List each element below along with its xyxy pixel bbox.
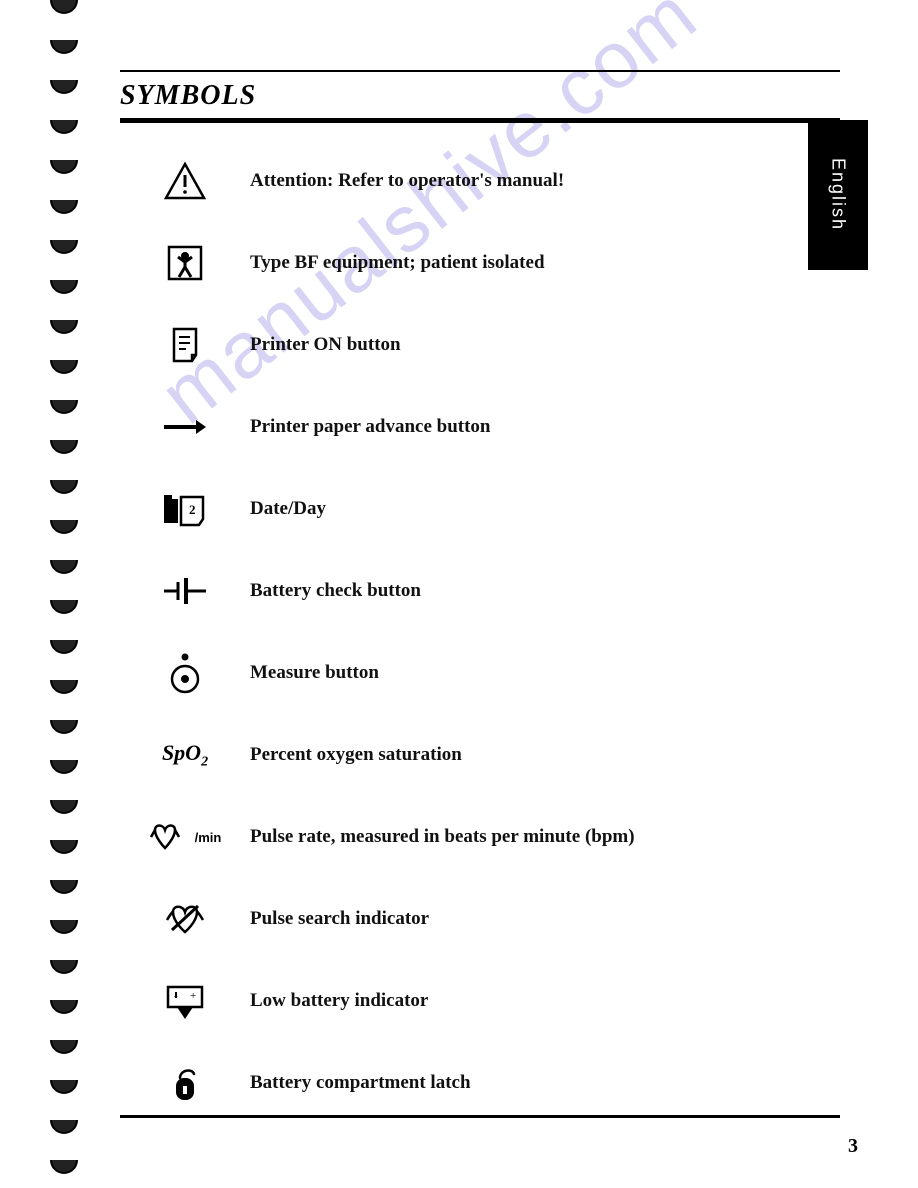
symbol-row: /minPulse rate, measured in beats per mi…: [120, 809, 840, 865]
spiral-hole: [50, 40, 78, 54]
latch-icon: [120, 1062, 250, 1104]
spiral-hole: [50, 840, 78, 854]
symbol-label: Battery compartment latch: [250, 1072, 471, 1094]
spiral-hole: [50, 760, 78, 774]
spiral-hole: [50, 280, 78, 294]
symbol-row: -+Low battery indicator: [120, 973, 840, 1029]
spiral-hole: [50, 240, 78, 254]
page-content: SYMBOLS Attention: Refer to operator's m…: [120, 70, 840, 1137]
symbol-label: Printer paper advance button: [250, 416, 491, 438]
symbol-label: Type BF equipment; patient isolated: [250, 252, 545, 274]
symbol-row: Printer paper advance button: [120, 399, 840, 455]
pulse-rate-icon: /min: [120, 820, 250, 854]
page-title: SYMBOLS: [120, 80, 840, 112]
svg-text:-: -: [174, 990, 178, 1002]
spiral-hole: [50, 800, 78, 814]
symbol-list: Attention: Refer to operator's manual! Ty…: [120, 153, 840, 1111]
page-number: 3: [848, 1135, 858, 1158]
measure-icon: [120, 651, 250, 695]
spiral-hole: [50, 520, 78, 534]
symbol-label: Pulse search indicator: [250, 908, 429, 930]
symbol-label: Attention: Refer to operator's manual!: [250, 170, 564, 192]
rule-thick: [120, 118, 840, 123]
type-bf-icon: [120, 243, 250, 283]
spiral-hole: [50, 80, 78, 94]
symbol-row: Measure button: [120, 645, 840, 701]
spiral-hole: [50, 440, 78, 454]
spiral-hole: [50, 0, 78, 14]
symbol-label: Low battery indicator: [250, 990, 428, 1012]
spiral-hole: [50, 1160, 78, 1174]
spiral-hole: [50, 1080, 78, 1094]
symbol-row: SpO2Percent oxygen saturation: [120, 727, 840, 783]
rule-bottom: [120, 1115, 840, 1118]
symbol-row: Type BF equipment; patient isolated: [120, 235, 840, 291]
symbol-label: Measure button: [250, 662, 379, 684]
spiral-hole: [50, 720, 78, 734]
spiral-hole: [50, 1120, 78, 1134]
spo2-icon: SpO2: [120, 740, 250, 770]
symbol-row: Printer ON button: [120, 317, 840, 373]
symbol-row: Pulse search indicator: [120, 891, 840, 947]
symbol-label: Printer ON button: [250, 334, 401, 356]
attention-icon: [120, 161, 250, 201]
spiral-hole: [50, 1040, 78, 1054]
spiral-hole: [50, 960, 78, 974]
symbol-label: Pulse rate, measured in beats per minute…: [250, 826, 635, 848]
low-battery-icon: -+: [120, 981, 250, 1021]
rule-top: [120, 70, 840, 72]
symbol-row: Attention: Refer to operator's manual!: [120, 153, 840, 209]
date-day-icon: 2: [120, 489, 250, 529]
spiral-hole: [50, 360, 78, 374]
spiral-binding: [50, 0, 90, 1188]
symbol-label: Battery check button: [250, 580, 421, 602]
spiral-hole: [50, 160, 78, 174]
svg-text:+: +: [190, 990, 196, 1002]
symbol-label: Percent oxygen saturation: [250, 744, 462, 766]
symbol-row: 2 Date/Day: [120, 481, 840, 537]
symbol-label: Date/Day: [250, 498, 326, 520]
spiral-hole: [50, 1000, 78, 1014]
spiral-hole: [50, 480, 78, 494]
battery-check-icon: [120, 576, 250, 606]
spiral-hole: [50, 320, 78, 334]
paper-advance-icon: [120, 417, 250, 437]
symbol-row: Battery compartment latch: [120, 1055, 840, 1111]
pulse-search-icon: [120, 900, 250, 938]
spiral-hole: [50, 600, 78, 614]
symbol-row: Battery check button: [120, 563, 840, 619]
spiral-hole: [50, 120, 78, 134]
spiral-hole: [50, 640, 78, 654]
svg-text:2: 2: [189, 502, 196, 517]
spiral-hole: [50, 200, 78, 214]
spiral-hole: [50, 680, 78, 694]
spiral-hole: [50, 920, 78, 934]
printer-on-icon: [120, 325, 250, 365]
spiral-hole: [50, 880, 78, 894]
spiral-hole: [50, 560, 78, 574]
spiral-hole: [50, 400, 78, 414]
